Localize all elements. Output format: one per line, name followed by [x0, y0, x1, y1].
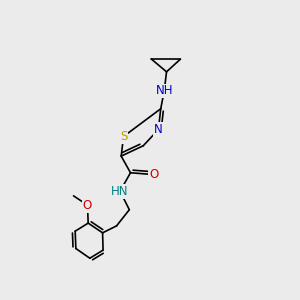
Text: HN: HN — [111, 185, 129, 198]
Text: O: O — [83, 199, 92, 212]
Text: S: S — [120, 130, 127, 143]
Text: NH: NH — [155, 85, 173, 98]
Text: N: N — [154, 123, 163, 136]
Text: O: O — [149, 168, 158, 181]
